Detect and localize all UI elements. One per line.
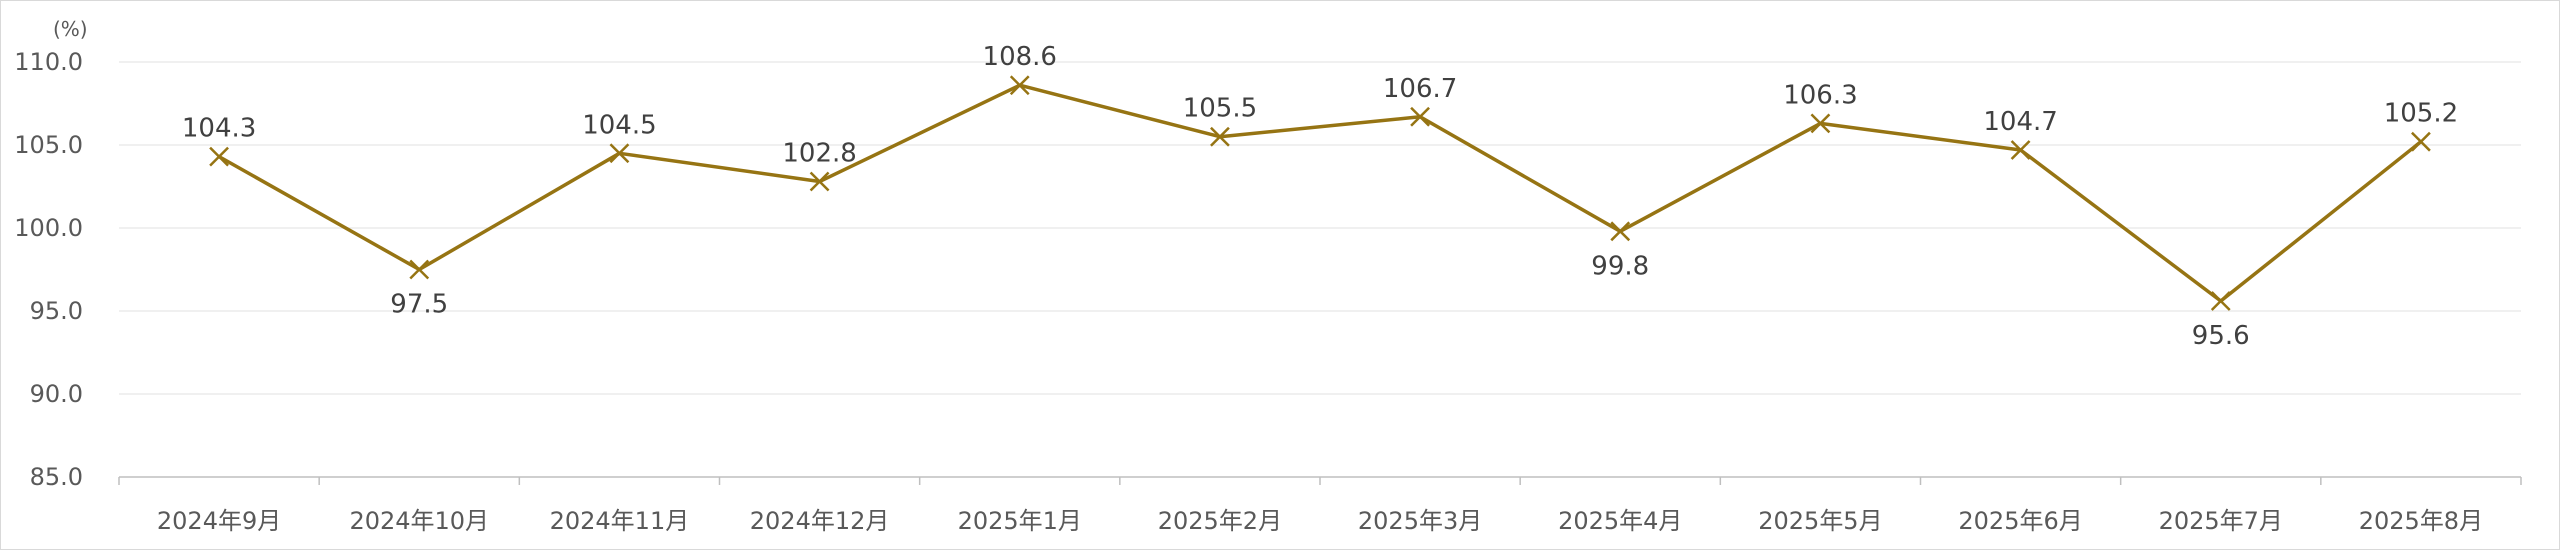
data-point-marker xyxy=(2411,131,2431,152)
y-axis: (%) 85.0 90.0 95.0 100.0 105.0 110.0 xyxy=(14,17,87,491)
y-tick-label: 105.0 xyxy=(14,131,83,159)
x-tick-label: 2025年3月 xyxy=(1358,507,1482,535)
data-label: 97.5 xyxy=(390,290,448,320)
x-tick-label: 2025年1月 xyxy=(958,507,1082,535)
x-tick-label: 2025年4月 xyxy=(1558,507,1682,535)
gridlines xyxy=(119,61,2521,478)
data-label: 95.6 xyxy=(2192,321,2250,351)
data-label: 106.7 xyxy=(1383,74,1457,104)
data-label: 102.8 xyxy=(782,139,856,169)
data-label: 108.6 xyxy=(983,42,1057,72)
data-point-marker xyxy=(1009,75,1030,96)
x-axis: 2024年9月 2024年10月 2024年11月 2024年12月 2025年1月 20… xyxy=(118,477,2522,535)
x-tick-label: 2025年7月 xyxy=(2159,507,2283,535)
data-label: 105.2 xyxy=(2384,99,2458,129)
data-label: 104.5 xyxy=(582,110,656,140)
data-label: 104.7 xyxy=(1983,107,2057,137)
data-point-marker xyxy=(2010,140,2031,160)
y-axis-unit-label: (%) xyxy=(53,17,88,41)
series-polyline xyxy=(218,83,2423,303)
data-point-marker xyxy=(1410,106,1430,127)
x-tick-label: 2024年12月 xyxy=(750,507,890,535)
data-label: 106.3 xyxy=(1783,80,1857,110)
data-point-marker xyxy=(2210,291,2231,311)
x-tick-label: 2025年2月 xyxy=(1158,507,1282,535)
x-tick-label: 2025年8月 xyxy=(2359,507,2483,535)
data-point-marker xyxy=(609,143,630,164)
data-point-marker xyxy=(209,146,229,167)
data-labels: 104.3 97.5 104.5 102.8 108.6 105.5 106.7 99.8 10… xyxy=(182,42,2458,351)
y-tick-label: 95.0 xyxy=(30,297,83,325)
data-point-marker xyxy=(409,259,430,280)
data-point-marker xyxy=(1610,221,1631,242)
series-line xyxy=(209,75,2431,311)
data-point-marker xyxy=(809,171,830,192)
y-tick-label: 85.0 xyxy=(30,463,83,491)
data-point-marker xyxy=(1810,113,1831,134)
x-tick-label: 2025年6月 xyxy=(1958,507,2082,535)
y-tick-label: 100.0 xyxy=(14,214,83,242)
data-label: 105.5 xyxy=(1183,94,1257,124)
data-label: 104.3 xyxy=(182,114,256,144)
y-tick-label: 110.0 xyxy=(14,48,83,76)
x-tick-label: 2025年5月 xyxy=(1758,507,1882,535)
y-tick-label: 90.0 xyxy=(30,380,83,408)
x-tick-label: 2024年9月 xyxy=(157,507,281,535)
data-point-marker xyxy=(1210,126,1230,147)
data-label: 99.8 xyxy=(1591,251,1649,281)
x-tick-label: 2024年11月 xyxy=(550,507,690,535)
x-tick-label: 2024年10月 xyxy=(349,507,489,535)
